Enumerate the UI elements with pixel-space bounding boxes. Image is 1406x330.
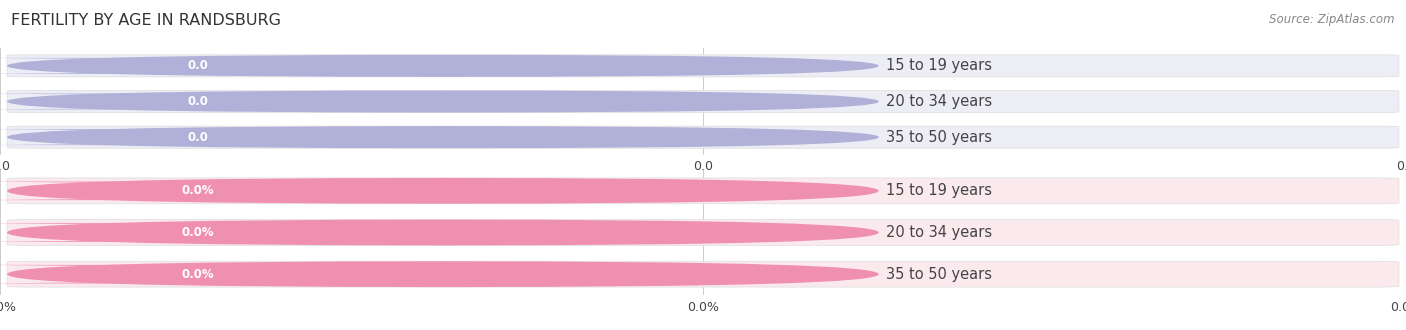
FancyBboxPatch shape (0, 182, 475, 200)
Text: 0.0%: 0.0% (0, 301, 15, 314)
FancyBboxPatch shape (7, 55, 879, 77)
FancyBboxPatch shape (7, 90, 1399, 113)
Text: 15 to 19 years: 15 to 19 years (886, 58, 991, 73)
FancyBboxPatch shape (0, 129, 475, 145)
Text: 0.0: 0.0 (188, 95, 208, 108)
FancyBboxPatch shape (0, 93, 475, 110)
Text: 0.0%: 0.0% (688, 301, 718, 314)
FancyBboxPatch shape (7, 178, 879, 204)
FancyBboxPatch shape (7, 55, 1399, 77)
Text: 0.0: 0.0 (0, 160, 10, 173)
FancyBboxPatch shape (0, 265, 475, 283)
FancyBboxPatch shape (7, 261, 1399, 287)
Text: Source: ZipAtlas.com: Source: ZipAtlas.com (1270, 13, 1395, 26)
Text: 0.0%: 0.0% (181, 226, 215, 239)
Text: 0.0: 0.0 (693, 160, 713, 173)
Text: 35 to 50 years: 35 to 50 years (886, 130, 991, 145)
FancyBboxPatch shape (7, 126, 879, 148)
Text: 0.0: 0.0 (188, 59, 208, 72)
FancyBboxPatch shape (7, 178, 1399, 204)
Text: 0.0: 0.0 (1396, 160, 1406, 173)
Text: 20 to 34 years: 20 to 34 years (886, 94, 991, 109)
FancyBboxPatch shape (7, 219, 1399, 246)
Text: FERTILITY BY AGE IN RANDSBURG: FERTILITY BY AGE IN RANDSBURG (11, 13, 281, 28)
Text: 0.0%: 0.0% (1391, 301, 1406, 314)
FancyBboxPatch shape (7, 219, 879, 246)
FancyBboxPatch shape (7, 261, 879, 287)
FancyBboxPatch shape (7, 90, 879, 113)
Text: 15 to 19 years: 15 to 19 years (886, 183, 991, 198)
Text: 0.0%: 0.0% (181, 184, 215, 197)
FancyBboxPatch shape (0, 223, 475, 242)
FancyBboxPatch shape (7, 126, 1399, 148)
FancyBboxPatch shape (0, 58, 475, 74)
Text: 35 to 50 years: 35 to 50 years (886, 267, 991, 282)
Text: 0.0: 0.0 (188, 131, 208, 144)
Text: 20 to 34 years: 20 to 34 years (886, 225, 991, 240)
Text: 0.0%: 0.0% (181, 268, 215, 281)
